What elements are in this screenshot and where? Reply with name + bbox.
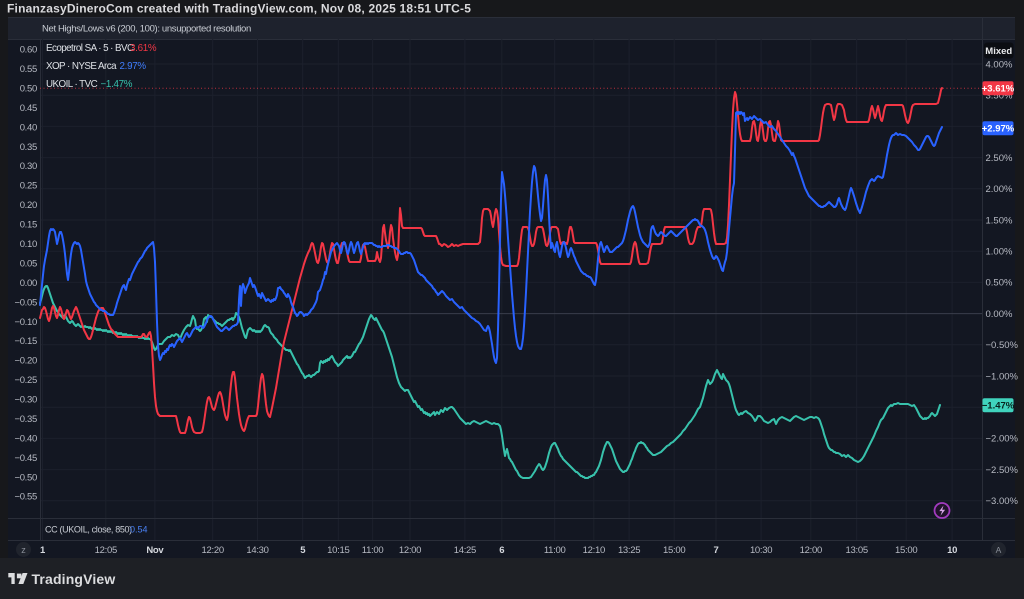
svg-text:+2.97%: +2.97% <box>982 124 1015 135</box>
svg-text:−0.25: −0.25 <box>14 375 37 386</box>
svg-text:−2.50%: −2.50% <box>986 465 1019 476</box>
svg-text:4.00%: 4.00% <box>986 59 1013 70</box>
svg-text:CC (UKOIL, close, 850): CC (UKOIL, close, 850) <box>45 525 132 535</box>
svg-text:10:30: 10:30 <box>750 545 772 556</box>
svg-text:+3.61%: +3.61% <box>982 84 1015 95</box>
svg-text:−0.50: −0.50 <box>14 472 37 483</box>
svg-text:1: 1 <box>40 545 46 556</box>
svg-text:13:05: 13:05 <box>846 545 868 556</box>
svg-text:1.00%: 1.00% <box>986 247 1013 258</box>
svg-text:−1.47%: −1.47% <box>982 401 1015 412</box>
svg-text:2.97%: 2.97% <box>120 61 147 72</box>
svg-text:3.50%: 3.50% <box>986 91 1013 102</box>
svg-text:−0.50%: −0.50% <box>986 340 1019 351</box>
svg-text:13:25: 13:25 <box>618 545 640 556</box>
svg-text:0.45: 0.45 <box>20 103 37 114</box>
svg-text:−0.30: −0.30 <box>14 395 37 406</box>
svg-text:0.40: 0.40 <box>20 122 37 133</box>
svg-text:7: 7 <box>714 545 719 556</box>
svg-text:A: A <box>996 545 1002 555</box>
svg-text:10:15: 10:15 <box>327 545 349 556</box>
svg-text:−0.10: −0.10 <box>14 317 37 328</box>
svg-text:0.00%: 0.00% <box>986 309 1013 320</box>
svg-text:−0.05: −0.05 <box>14 297 37 308</box>
svg-text:TradingView: TradingView <box>32 571 116 587</box>
svg-text:−0.45: −0.45 <box>14 453 37 464</box>
svg-text:0.25: 0.25 <box>20 181 37 192</box>
svg-text:0.35: 0.35 <box>20 142 37 153</box>
svg-text:0.05: 0.05 <box>20 258 37 269</box>
svg-text:2.00%: 2.00% <box>986 184 1013 195</box>
svg-text:−0.40: −0.40 <box>14 433 37 444</box>
svg-text:3.61%: 3.61% <box>130 43 157 54</box>
svg-text:15:00: 15:00 <box>663 545 685 556</box>
svg-text:−0.55: −0.55 <box>14 492 37 503</box>
svg-text:12:00: 12:00 <box>399 545 421 556</box>
svg-text:0.60: 0.60 <box>20 45 37 56</box>
svg-text:−1.00%: −1.00% <box>986 371 1019 382</box>
svg-text:UKOIL · TVC: UKOIL · TVC <box>46 79 98 90</box>
svg-text:Net Highs/Lows v6 (200, 100):: Net Highs/Lows v6 (200, 100): unsupporte… <box>42 24 251 35</box>
svg-text:−1.47%: −1.47% <box>101 79 133 90</box>
svg-text:12:20: 12:20 <box>202 545 224 556</box>
svg-text:0.50: 0.50 <box>20 83 37 94</box>
svg-text:−3.00%: −3.00% <box>986 496 1019 507</box>
svg-text:FinanzasyDineroCom created wit: FinanzasyDineroCom created with TradingV… <box>7 2 471 16</box>
svg-text:12:05: 12:05 <box>95 545 117 556</box>
svg-text:−0.35: −0.35 <box>14 414 37 425</box>
svg-text:0.30: 0.30 <box>20 161 37 172</box>
svg-text:Nov: Nov <box>146 545 164 556</box>
svg-text:0.54: 0.54 <box>130 525 148 535</box>
svg-text:−0.20: −0.20 <box>14 356 37 367</box>
svg-text:0.55: 0.55 <box>20 64 37 75</box>
svg-text:0.10: 0.10 <box>20 239 37 250</box>
svg-text:14:25: 14:25 <box>454 545 476 556</box>
svg-text:2.50%: 2.50% <box>986 153 1013 164</box>
svg-text:XOP · NYSE Arca: XOP · NYSE Arca <box>46 61 117 72</box>
svg-text:1.50%: 1.50% <box>986 215 1013 226</box>
svg-text:−2.00%: −2.00% <box>986 434 1019 445</box>
svg-text:0.15: 0.15 <box>20 220 37 231</box>
svg-text:14:30: 14:30 <box>246 545 268 556</box>
svg-text:Mixed: Mixed <box>985 46 1012 57</box>
svg-text:12:00: 12:00 <box>800 545 822 556</box>
svg-text:0.50%: 0.50% <box>986 278 1013 289</box>
svg-text:5: 5 <box>300 545 306 556</box>
svg-text:0.00: 0.00 <box>20 278 37 289</box>
svg-text:11:00: 11:00 <box>362 545 384 556</box>
svg-text:z: z <box>21 545 26 555</box>
svg-text:10: 10 <box>947 545 957 556</box>
svg-text:15:00: 15:00 <box>895 545 917 556</box>
svg-text:11:00: 11:00 <box>544 545 566 556</box>
svg-text:6: 6 <box>499 545 504 556</box>
svg-text:12:10: 12:10 <box>583 545 605 556</box>
svg-text:Ecopetrol SA · 5 · BVC: Ecopetrol SA · 5 · BVC <box>46 43 134 54</box>
svg-text:−0.15: −0.15 <box>14 336 37 347</box>
svg-text:0.20: 0.20 <box>20 200 37 211</box>
